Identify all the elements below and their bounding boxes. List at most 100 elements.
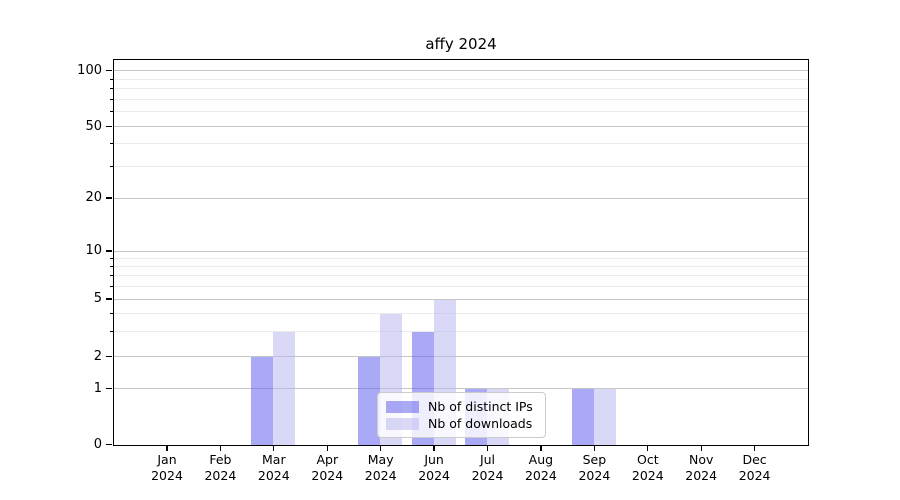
minor-gridline (114, 111, 808, 113)
x-tick (647, 445, 649, 451)
y-minor-tick (109, 275, 113, 277)
x-tick-label: May 2024 (349, 452, 413, 484)
x-tick-label: Aug 2024 (509, 452, 573, 484)
x-tick-label-year: 2024 (685, 468, 718, 483)
x-tick-label-month: Sep (582, 452, 607, 467)
bar-downloads-sep (593, 389, 616, 445)
minor-gridline (114, 275, 808, 277)
x-tick (273, 445, 275, 451)
x-tick (326, 445, 328, 451)
x-tick-label-year: 2024 (738, 468, 771, 483)
x-tick-label-month: Aug (528, 452, 554, 467)
major-gridline (114, 197, 808, 199)
x-tick-label-month: May (367, 452, 394, 467)
minor-gridline (114, 285, 808, 287)
y-minor-tick (109, 266, 113, 267)
y-minor-tick (109, 165, 113, 167)
x-tick-label-year: 2024 (311, 468, 344, 483)
legend-label-downloads: Nb of downloads (428, 416, 533, 431)
y-tick (106, 387, 112, 390)
x-tick-label: Sep 2024 (562, 452, 626, 484)
y-tick-label: 5 (93, 291, 102, 306)
x-tick-label: Dec 2024 (723, 452, 787, 484)
y-minor-tick (109, 330, 113, 332)
x-tick-label-year: 2024 (524, 468, 557, 483)
x-tick-label-year: 2024 (631, 468, 664, 483)
x-tick-label-year: 2024 (204, 468, 237, 483)
y-tick-label: 10 (85, 243, 102, 258)
bar-distinct-ips-mar (251, 357, 274, 445)
minor-gridline (114, 88, 808, 89)
y-tick-label: 100 (77, 62, 102, 78)
plot-area (113, 59, 809, 446)
x-tick-label-year: 2024 (418, 468, 450, 483)
x-tick (433, 445, 435, 451)
y-tick-label: 20 (85, 190, 102, 205)
x-tick (593, 445, 596, 451)
y-tick (106, 69, 112, 72)
x-tick (540, 445, 542, 451)
x-tick (486, 445, 489, 451)
x-tick-label: Jun 2024 (402, 452, 466, 484)
x-tick-label-month: Oct (636, 452, 659, 467)
major-gridline (114, 388, 808, 389)
y-minor-tick (109, 257, 113, 259)
major-gridline (114, 70, 808, 71)
minor-gridline (114, 257, 808, 259)
x-tick-label-month: Jun (424, 452, 444, 467)
x-tick-label: Oct 2024 (616, 452, 680, 484)
x-tick-label: Jul 2024 (456, 452, 520, 484)
y-tick (106, 125, 112, 128)
y-minor-tick (109, 312, 113, 314)
x-tick-label-year: 2024 (578, 468, 611, 483)
x-tick (380, 445, 382, 451)
legend-swatch-distinct-ips (386, 400, 419, 413)
minor-gridline (114, 98, 808, 100)
legend-item-distinct-ips: Nb of distinct IPs (386, 398, 537, 415)
x-tick (700, 445, 702, 451)
major-gridline (114, 126, 808, 127)
x-tick-label: Apr 2024 (295, 452, 359, 484)
x-tick-label: Nov 2024 (669, 452, 733, 484)
major-gridline (114, 356, 808, 357)
y-minor-tick (109, 143, 113, 145)
x-tick-label-month: Feb (209, 452, 232, 467)
y-minor-tick (109, 111, 113, 113)
x-tick (166, 445, 168, 451)
x-tick-label-year: 2024 (364, 468, 397, 483)
y-tick-label: 50 (85, 118, 102, 134)
major-gridline (114, 250, 808, 252)
x-tick-label-month: Dec (742, 452, 767, 467)
major-gridline (114, 298, 808, 300)
x-tick (753, 445, 756, 451)
minor-gridline (114, 78, 808, 80)
minor-gridline (114, 143, 808, 145)
y-tick-label: 2 (93, 348, 102, 364)
x-tick-label-year: 2024 (471, 468, 504, 483)
minor-gridline (114, 165, 808, 167)
x-tick-label-month: Apr (316, 452, 339, 467)
x-tick-label-year: 2024 (257, 468, 290, 483)
legend-label-distinct-ips: Nb of distinct IPs (428, 399, 533, 414)
chart-title: affy 2024 (425, 35, 497, 53)
x-tick-label-month: Jul (479, 452, 496, 467)
y-minor-tick (109, 78, 113, 80)
x-tick-label: Mar 2024 (242, 452, 306, 484)
y-tick (106, 443, 112, 446)
y-minor-tick (109, 88, 113, 89)
x-tick-label-month: Nov (688, 452, 714, 467)
y-tick (106, 197, 112, 199)
x-tick-label: Jan 2024 (135, 452, 199, 484)
legend-swatch-downloads (386, 417, 419, 430)
bar-distinct-ips-sep (571, 389, 594, 445)
x-tick-label-year: 2024 (151, 468, 183, 483)
y-tick-label: 0 (93, 436, 102, 452)
bar-distinct-ips-may (358, 357, 381, 445)
x-tick-label: Feb 2024 (188, 452, 252, 484)
y-minor-tick (109, 98, 113, 100)
minor-gridline (114, 330, 808, 332)
minor-gridline (114, 266, 808, 267)
y-tick (106, 298, 112, 300)
y-minor-tick (109, 285, 113, 287)
